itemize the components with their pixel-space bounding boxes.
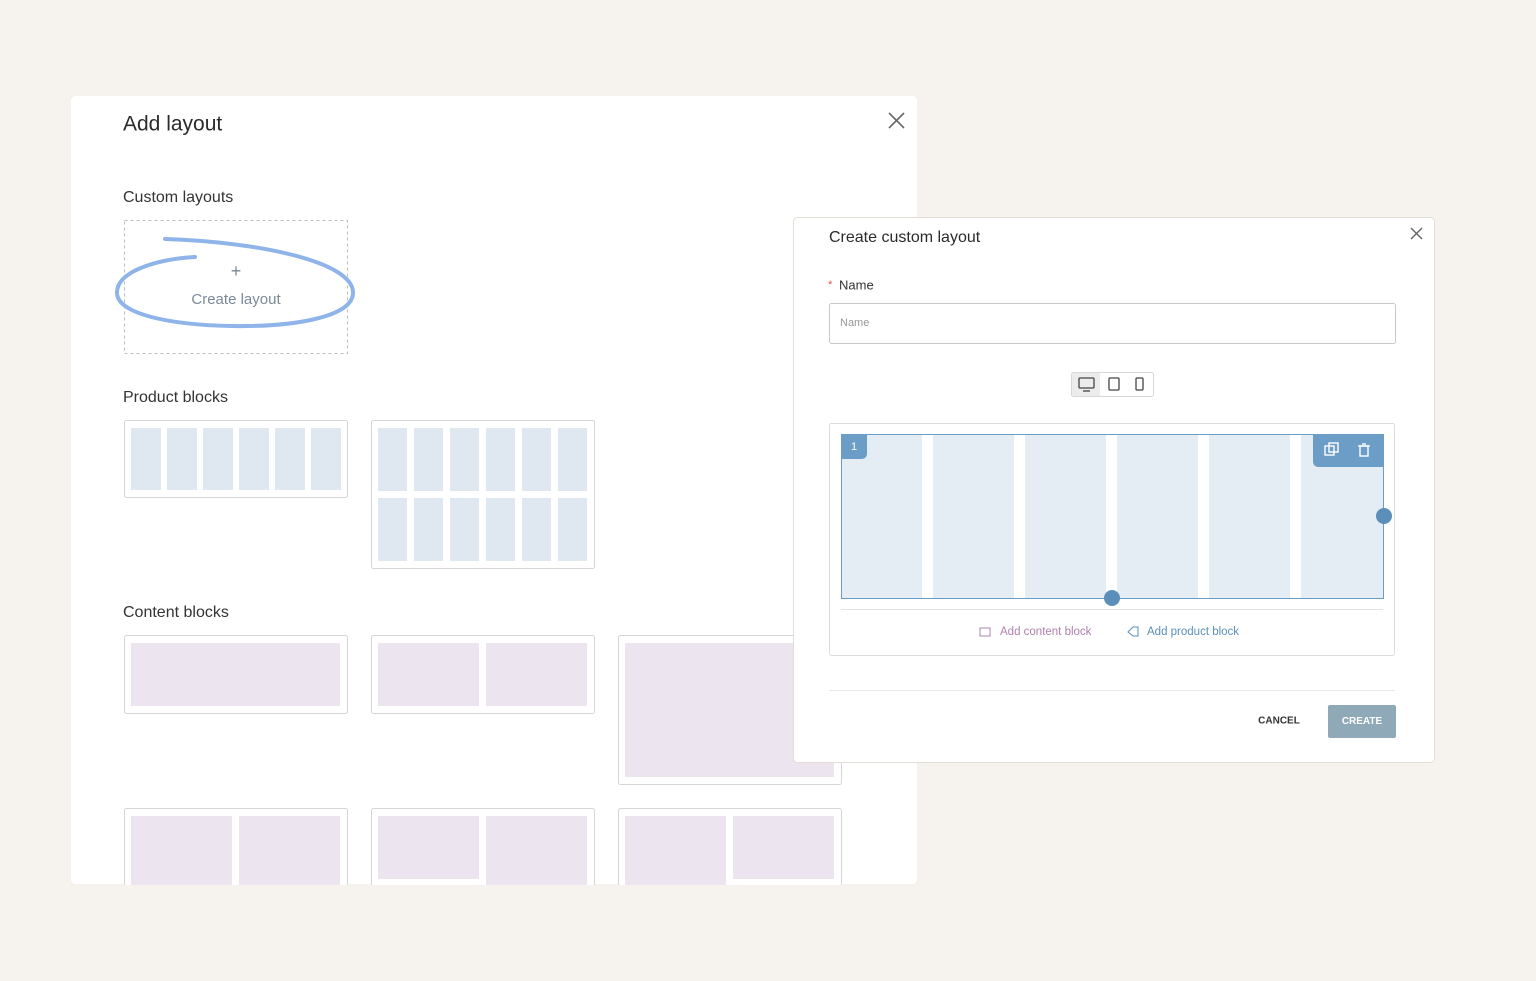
name-input[interactable]: Name <box>829 303 1396 344</box>
product-slot <box>558 498 587 561</box>
content-slot <box>486 643 587 706</box>
create-layout-tile[interactable]: + Create layout <box>124 220 348 354</box>
create-button-label: CREATE <box>1342 716 1383 727</box>
button-label: Add content block <box>1000 626 1092 638</box>
column <box>1117 434 1198 598</box>
create-layout-label: Create layout <box>191 291 281 308</box>
cancel-button[interactable]: CANCEL <box>1258 716 1300 727</box>
content-slot <box>378 643 479 706</box>
product-slot <box>131 428 161 490</box>
column <box>1209 434 1290 598</box>
plus-icon: + <box>231 261 242 281</box>
product-slot <box>414 428 443 491</box>
product-slot <box>486 498 515 561</box>
dialog-title: Add layout <box>123 113 222 136</box>
content-slot <box>131 643 340 706</box>
close-button[interactable] <box>888 112 905 129</box>
resize-width-handle[interactable] <box>1376 508 1392 524</box>
product-slot <box>239 428 269 490</box>
create-button[interactable] <box>1328 705 1396 738</box>
group-number: 1 <box>851 441 857 453</box>
content-slot <box>239 816 340 885</box>
content-slot <box>131 816 232 885</box>
delete-button[interactable] <box>1358 443 1370 457</box>
product-slot <box>522 498 551 561</box>
add-content-block-button[interactable]: Add content block <box>979 626 1092 638</box>
button-label: Add product block <box>1147 626 1239 638</box>
group-toolbar <box>1313 434 1384 467</box>
product-slot <box>378 428 407 491</box>
content-slot <box>625 816 726 885</box>
highlight-circle <box>114 237 356 329</box>
column <box>1025 434 1106 598</box>
content-slot <box>733 816 834 879</box>
product-slot <box>378 498 407 561</box>
section-heading: Product blocks <box>123 389 228 406</box>
product-slot <box>450 428 479 491</box>
group-badge <box>841 434 867 459</box>
group-background <box>841 434 1383 598</box>
input-placeholder: Name <box>840 317 869 329</box>
product-slot <box>167 428 197 490</box>
content-slot <box>486 816 587 885</box>
product-slot <box>311 428 341 490</box>
product-block-list <box>124 420 595 569</box>
column <box>933 434 1014 598</box>
create-custom-layout-dialog: Create custom layout * Name Name 1 <box>793 217 1435 763</box>
mobile-toggle[interactable] <box>1135 377 1144 391</box>
product-slot <box>275 428 305 490</box>
dialog-title: Create custom layout <box>829 229 981 246</box>
add-product-block-button[interactable]: Add product block <box>1127 626 1239 638</box>
duplicate-button[interactable] <box>1324 442 1339 456</box>
product-slot <box>203 428 233 490</box>
product-slot <box>522 428 551 491</box>
tablet-toggle[interactable] <box>1108 377 1120 391</box>
product-slot <box>414 498 443 561</box>
section-heading: Custom layouts <box>123 189 233 206</box>
section-heading: Content blocks <box>123 604 229 621</box>
required-mark: * <box>828 279 833 291</box>
device-toggle <box>1071 372 1154 397</box>
close-button[interactable] <box>1410 227 1423 240</box>
column-group <box>841 434 1383 598</box>
product-slot <box>486 428 515 491</box>
product-slot <box>558 428 587 491</box>
content-block-list <box>124 635 842 885</box>
desktop-toggle[interactable] <box>1072 373 1100 396</box>
column <box>841 434 922 598</box>
content-slot <box>378 816 479 879</box>
field-label: Name <box>839 277 874 292</box>
add-layout-dialog: Add layout Custom layouts + Create layou… <box>70 95 918 885</box>
resize-height-handle[interactable] <box>1104 590 1120 606</box>
product-slot <box>450 498 479 561</box>
